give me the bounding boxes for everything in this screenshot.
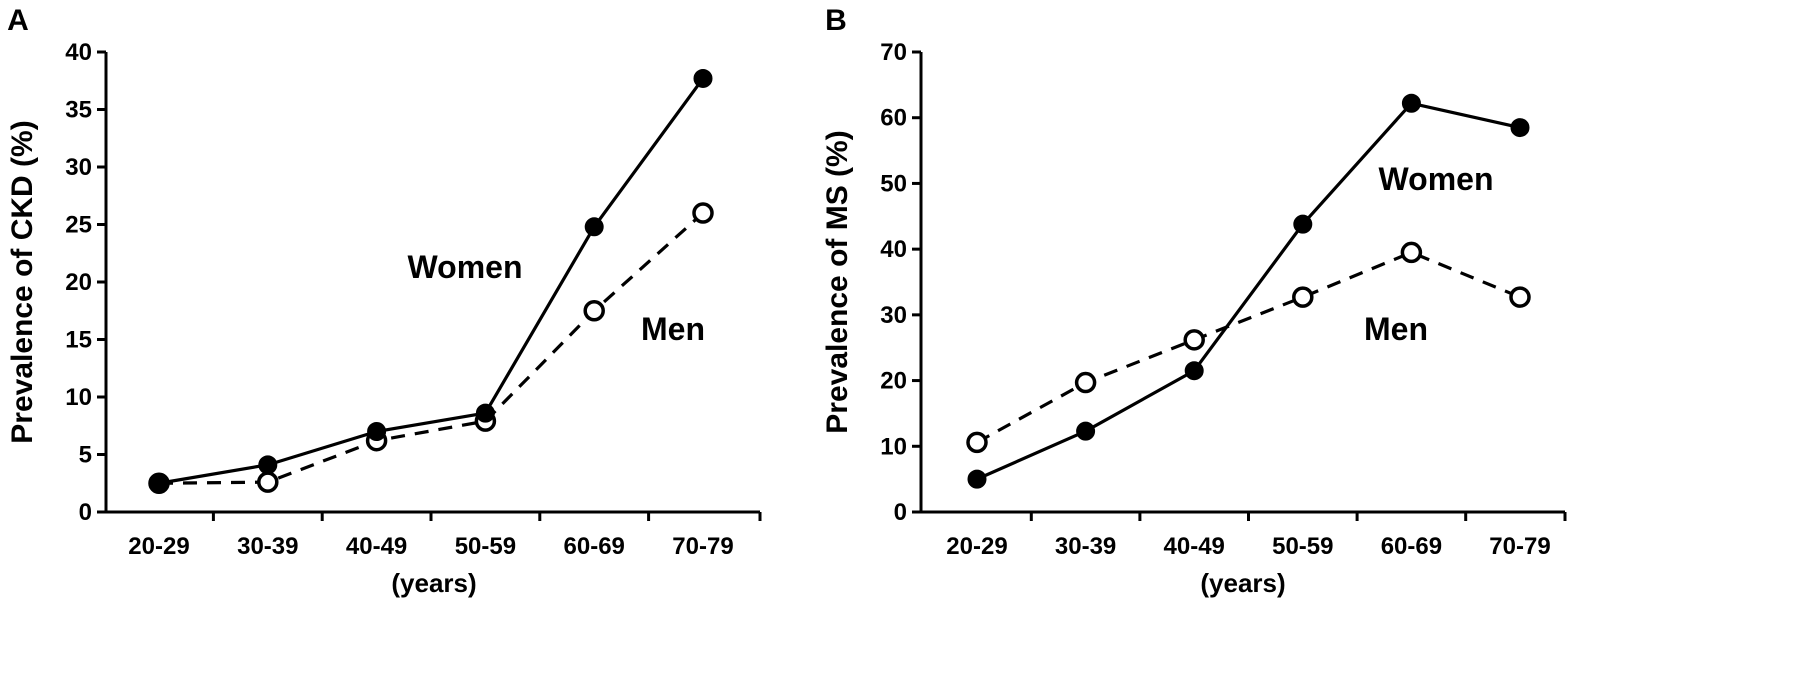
y-tick-label: 10 (880, 433, 907, 460)
panel-label: A (7, 4, 29, 37)
series-annotation-women: Women (408, 249, 523, 285)
y-axis-title: Prevalence of MS (%) (821, 130, 854, 433)
x-axis-title: (years) (391, 568, 476, 598)
data-point-women (1293, 214, 1313, 234)
y-axis-title: Prevalence of CKD (%) (6, 120, 39, 443)
x-tick-label: 30-39 (1055, 533, 1116, 560)
series-annotation-men: Men (1364, 311, 1428, 347)
y-tick-label: 20 (65, 269, 92, 296)
data-point-men (1183, 329, 1205, 351)
x-tick-label: 20-29 (128, 533, 189, 560)
data-point-women (967, 469, 987, 489)
y-tick-label: 70 (880, 39, 907, 66)
y-tick-label: 30 (880, 302, 907, 329)
data-point-women (475, 403, 495, 423)
data-point-men (1400, 241, 1423, 264)
series-line-women (976, 101, 1521, 481)
y-tick-label: 40 (65, 39, 92, 66)
y-tick-label: 40 (880, 236, 907, 263)
y-tick-label: 0 (79, 499, 92, 526)
panel-label: B (825, 4, 847, 37)
panel-a-chart: A 0 5 10 15 20 25 30 35 40 20-29 30-39 40-49 50-59 60-… (6, 4, 762, 598)
y-tick-label: 10 (65, 384, 92, 411)
x-tick-label: 60-69 (564, 533, 625, 560)
data-point-women (258, 455, 278, 475)
series-annotation-women: Women (1379, 161, 1494, 197)
data-point-women (1401, 93, 1421, 113)
x-axis-title: (years) (1200, 568, 1285, 598)
data-point-women (1510, 118, 1530, 138)
data-point-men (966, 431, 988, 454)
y-tick-label: 25 (65, 212, 92, 239)
x-tick-label: 30-39 (237, 533, 298, 560)
series-line-women (158, 77, 705, 485)
y-tick-label: 20 (880, 368, 907, 395)
y-tick-label: 60 (880, 105, 907, 132)
x-tick-label: 50-59 (1272, 533, 1333, 560)
data-point-men (583, 300, 605, 322)
series-line-men (976, 250, 1521, 444)
y-tick-label: 15 (65, 327, 92, 354)
data-point-women (1076, 421, 1096, 441)
x-tick-label: 60-69 (1381, 533, 1442, 560)
y-tick-label: 0 (894, 499, 907, 526)
data-point-women (367, 422, 387, 441)
series-line-men (158, 211, 705, 485)
data-point-men (257, 471, 279, 493)
data-point-men (692, 202, 714, 224)
x-tick-label: 70-79 (1489, 533, 1550, 560)
y-tick-label: 50 (880, 170, 907, 197)
x-tick-label: 50-59 (455, 533, 516, 560)
y-tick-label: 5 (79, 442, 92, 469)
x-tick-label: 20-29 (946, 533, 1007, 560)
data-point-men (1509, 286, 1531, 308)
y-tick-label: 30 (65, 154, 92, 181)
data-point-women (584, 217, 604, 237)
data-point-women (149, 473, 169, 493)
panel-b-chart: B 0 10 20 30 40 50 60 70 20-29 30-39 40-49 50-59 60-6… (821, 4, 1567, 598)
series-annotation-men: Men (641, 311, 705, 347)
x-tick-label: 70-79 (672, 533, 733, 560)
data-point-women (693, 68, 713, 88)
data-point-men (1074, 371, 1097, 394)
x-tick-label: 40-49 (1164, 533, 1225, 560)
data-point-men (1292, 286, 1314, 308)
data-point-women (1184, 361, 1204, 381)
y-tick-label: 35 (65, 97, 92, 124)
x-tick-label: 40-49 (346, 533, 407, 560)
